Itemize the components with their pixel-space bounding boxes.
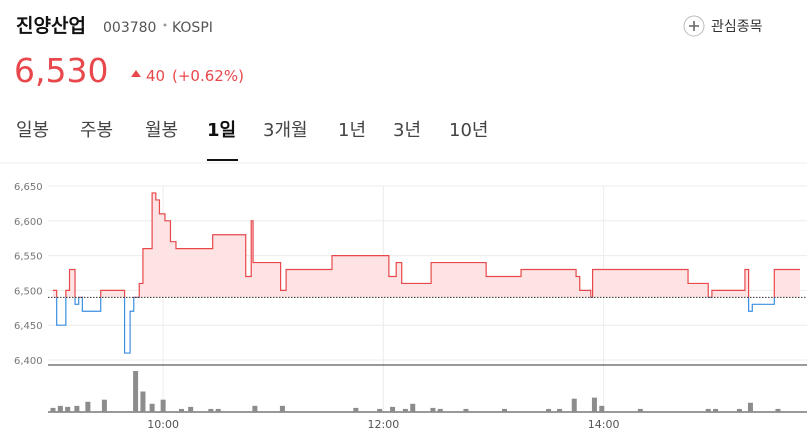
volume-bar	[65, 406, 71, 412]
change: 40	[146, 67, 165, 85]
volume-bar	[377, 408, 383, 412]
volume-bar	[353, 407, 359, 412]
volume-bar	[57, 405, 63, 412]
plus	[689, 21, 699, 31]
up-arrow	[131, 70, 141, 77]
tab[interactable]: 월봉	[145, 120, 178, 141]
volume-bar	[215, 408, 221, 412]
volume-bar	[546, 408, 552, 412]
volume-bar	[140, 391, 146, 412]
y-tick-label: 6,600	[14, 217, 43, 228]
tab[interactable]: 3개월	[263, 120, 308, 141]
volume-bar	[410, 403, 416, 412]
tab[interactable]: 1년	[338, 120, 366, 141]
x-tick-label: 12:00	[368, 418, 400, 431]
tab[interactable]: 10년	[449, 120, 488, 141]
stock-name: 진양산업	[16, 15, 86, 37]
volume-bar	[747, 402, 753, 412]
volume-bar	[591, 397, 597, 412]
volume-bar	[160, 399, 166, 412]
volume-bar	[390, 406, 396, 412]
volume-bar	[705, 408, 711, 412]
volume-bar	[637, 408, 643, 412]
x-tick-label: 10:00	[147, 418, 179, 431]
volume-bar	[437, 408, 443, 412]
tab[interactable]: 일봉	[16, 120, 49, 141]
volume-bar	[252, 405, 258, 412]
price: 6,530	[14, 51, 108, 90]
market: KOSPI	[172, 20, 213, 36]
x-tick-label: 14:00	[588, 418, 620, 431]
volume-bar	[50, 407, 56, 412]
volume-bar	[557, 408, 563, 412]
volume-bar	[74, 405, 80, 412]
volume-bar	[402, 408, 408, 412]
volume-bar	[713, 408, 719, 412]
plus-icon	[683, 15, 705, 37]
volume-bar	[736, 408, 742, 412]
volume-bar	[85, 401, 91, 412]
volume-bar	[775, 408, 781, 412]
dot	[163, 23, 167, 27]
tab[interactable]: 주봉	[80, 120, 113, 141]
price-area	[53, 192, 800, 298]
volume-bar	[279, 405, 285, 412]
y-tick-label: 6,500	[14, 286, 43, 297]
watch-label: 관심종목	[711, 19, 763, 35]
volume-bar	[149, 403, 155, 412]
volume-bar	[430, 407, 436, 412]
volume-bar	[502, 408, 508, 412]
volume-bar	[188, 406, 194, 412]
volume-bar	[463, 408, 469, 412]
y-tick-label: 6,450	[14, 321, 43, 332]
volume-bar	[599, 405, 605, 412]
volume-bar	[101, 399, 107, 412]
volume-bar	[133, 371, 139, 412]
price-line-up	[53, 192, 800, 298]
y-tick-label: 6,400	[14, 356, 43, 367]
watch-button[interactable]: 관심종목	[683, 15, 763, 37]
y-tick-label: 6,650	[14, 182, 43, 193]
tab[interactable]: 3년	[393, 120, 421, 141]
volume-bar	[571, 398, 577, 412]
y-tick-label: 6,550	[14, 252, 43, 263]
volume-bar	[178, 408, 184, 412]
tab[interactable]: 1일	[207, 120, 236, 141]
change-pct: (+0.62%)	[172, 67, 244, 85]
volume-bar	[208, 408, 214, 412]
stock-code: 003780	[103, 20, 156, 36]
